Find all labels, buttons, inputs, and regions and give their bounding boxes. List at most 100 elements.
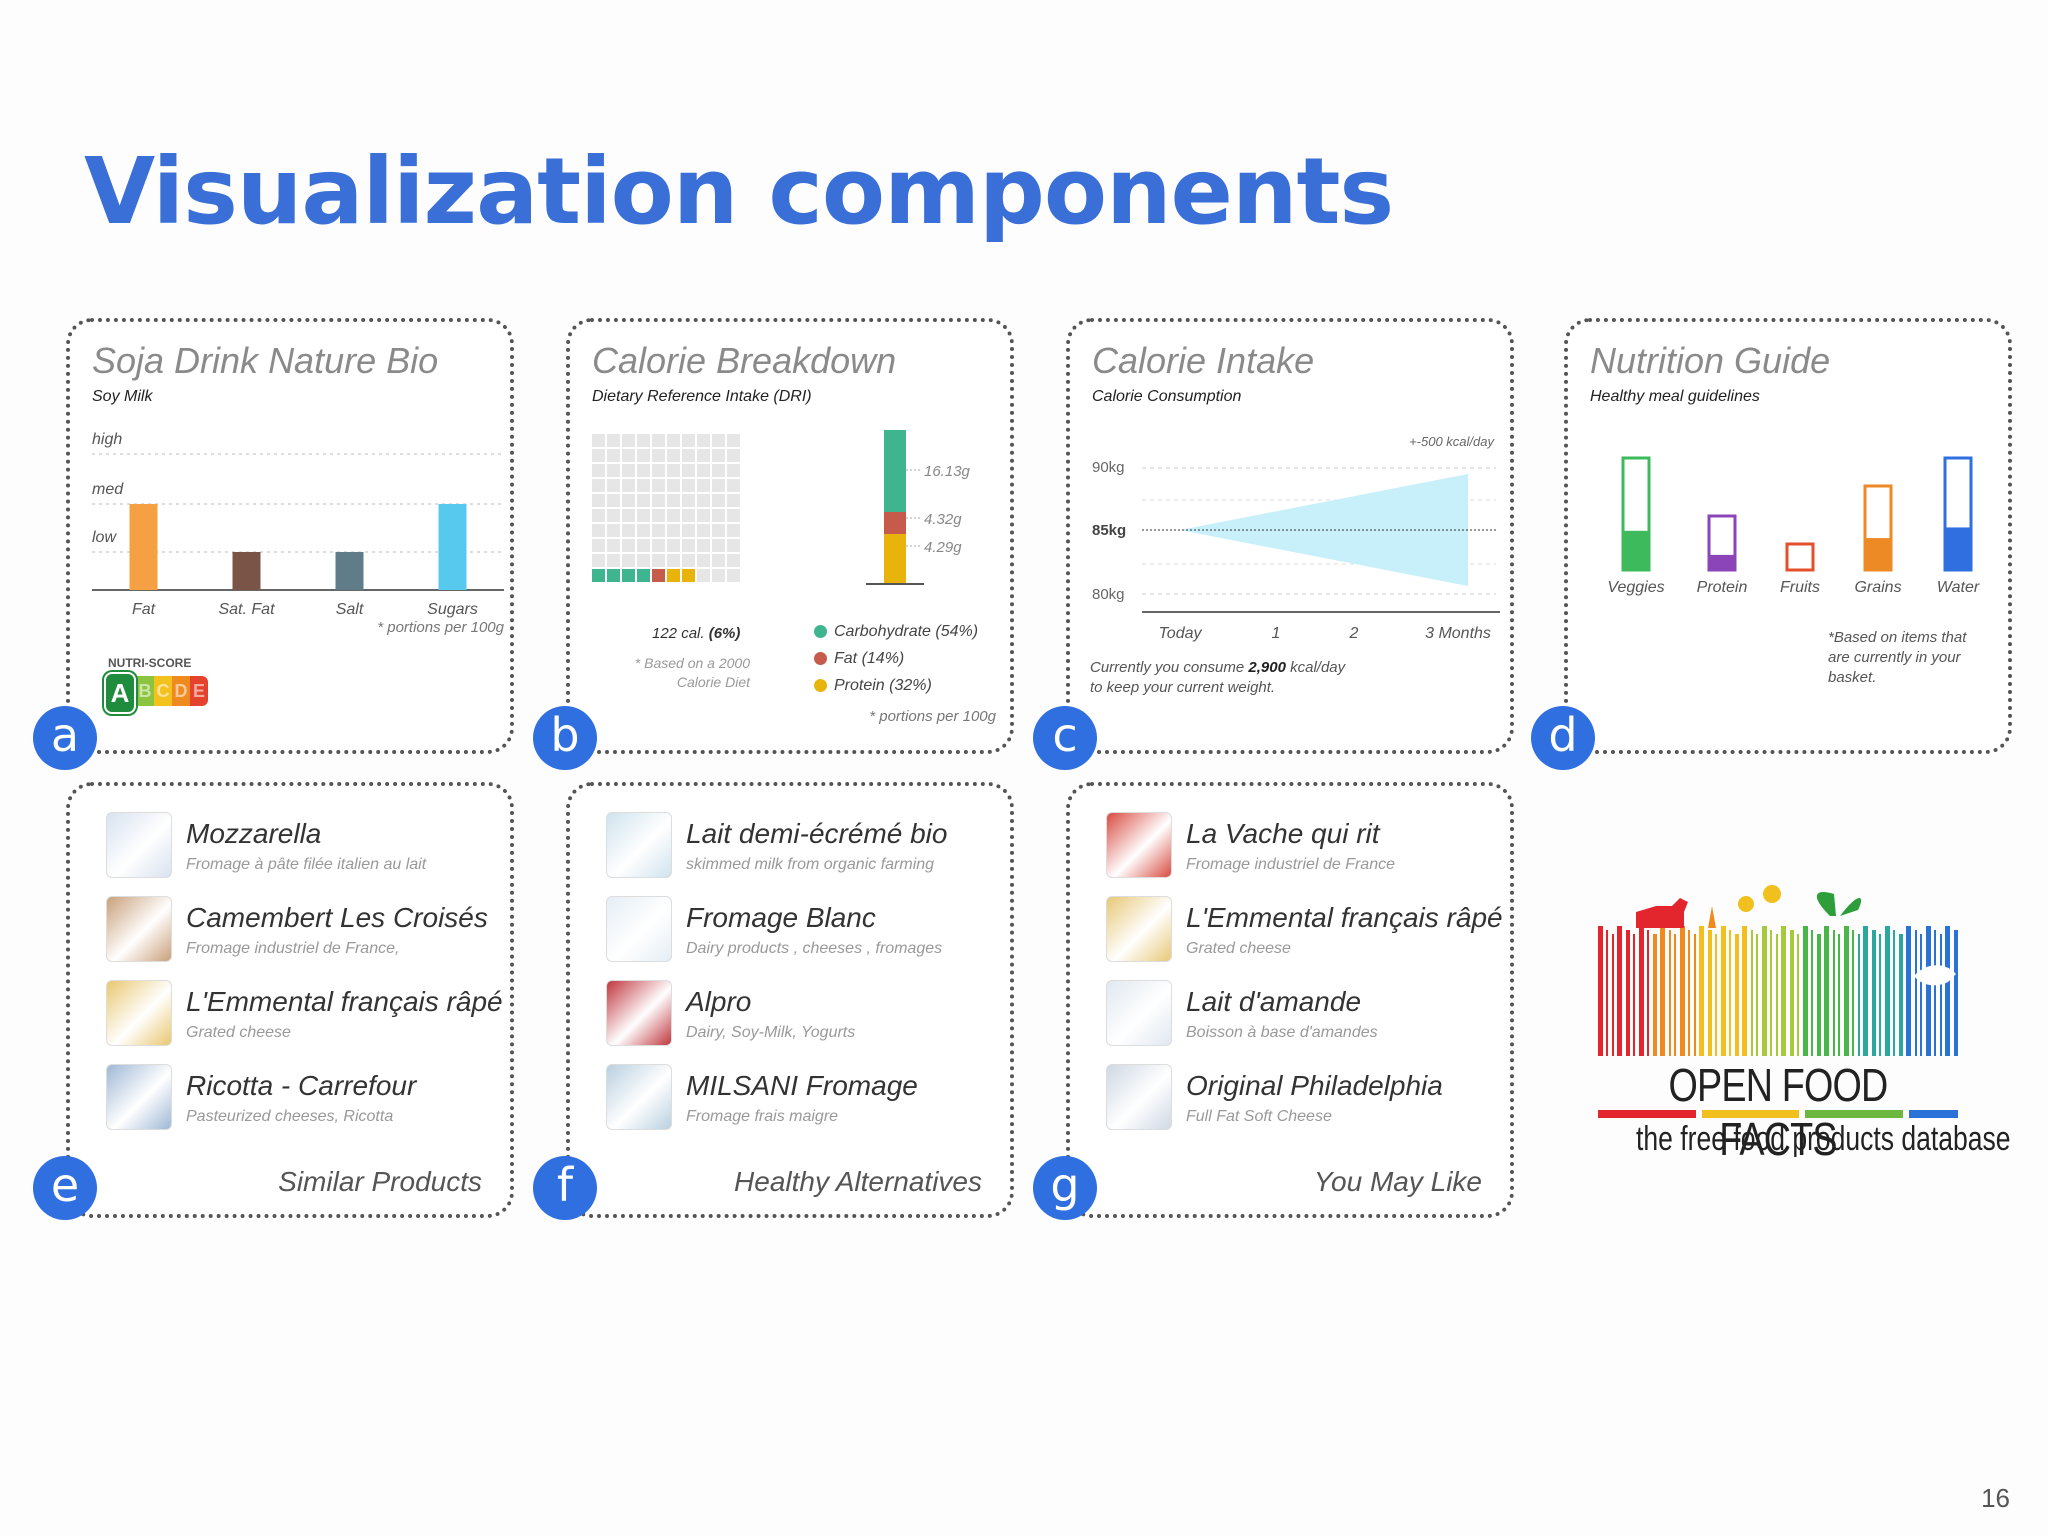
barcode-bar bbox=[1612, 934, 1614, 1056]
product-name: L'Emmental français râpé bbox=[1186, 902, 1503, 933]
barcode-bar bbox=[1708, 930, 1712, 1056]
waffle-cell bbox=[667, 554, 680, 567]
page-number: 16 bbox=[1981, 1483, 2010, 1513]
barcode-bar bbox=[1926, 926, 1931, 1056]
waffle-cell bbox=[697, 464, 710, 477]
waffle-cell bbox=[652, 464, 665, 477]
waffle-cell bbox=[667, 479, 680, 492]
product-category: Full Fat Soft Cheese bbox=[1186, 1108, 1332, 1125]
guide-bar-fruits: Fruits bbox=[1780, 542, 1820, 596]
category-label: Sugars bbox=[427, 601, 478, 618]
waffle-cell bbox=[712, 464, 725, 477]
waffle-cell bbox=[637, 539, 650, 552]
card-footer: Healthy Alternatives bbox=[734, 1166, 982, 1197]
waffle-cell bbox=[607, 494, 620, 507]
product-category: Grated cheese bbox=[1186, 940, 1291, 957]
waffle-cell bbox=[727, 554, 740, 567]
product-category: Fromage frais maigre bbox=[686, 1108, 839, 1125]
waffle-cell bbox=[727, 509, 740, 522]
guide-label: Protein bbox=[1697, 579, 1748, 596]
barcode-bar bbox=[1633, 934, 1635, 1056]
waffle-cell bbox=[652, 554, 665, 567]
waffle-cell bbox=[727, 569, 740, 582]
waffle-cell bbox=[697, 509, 710, 522]
bar-sugars bbox=[438, 504, 467, 590]
waffle-cell bbox=[592, 494, 605, 507]
nutri-grade-a: A bbox=[104, 672, 136, 714]
waffle-cell bbox=[652, 539, 665, 552]
barcode-bar bbox=[1770, 930, 1772, 1056]
waffle-cell bbox=[607, 464, 620, 477]
barcode-bar bbox=[1694, 934, 1696, 1056]
barcode-bar bbox=[1751, 930, 1753, 1056]
stack-label-protein: 4.29g bbox=[924, 539, 962, 556]
product-thumbnail bbox=[106, 896, 172, 962]
waffle-cell bbox=[637, 569, 650, 582]
x-tick-today: Today bbox=[1159, 625, 1203, 642]
waffle-cell bbox=[607, 509, 620, 522]
waffle-cell bbox=[712, 509, 725, 522]
waffle-cell bbox=[682, 464, 695, 477]
consumption-value: 2,900 bbox=[1248, 659, 1286, 676]
product-name: Alpro bbox=[686, 986, 752, 1017]
logo-tagline: the free food products database bbox=[1636, 1120, 2011, 1158]
product-thumbnail bbox=[106, 1064, 172, 1130]
barcode-bar bbox=[1756, 934, 1758, 1056]
waffle-cell bbox=[682, 569, 695, 582]
meal-guideline-chart: Veggies Protein Fruits Grains Water bbox=[1607, 456, 1980, 596]
waffle-cell bbox=[712, 569, 725, 582]
guide-label: Grains bbox=[1854, 579, 1901, 596]
level-label-low: low bbox=[92, 529, 117, 546]
waffle-cell bbox=[697, 449, 710, 462]
nutri-grade-c: C bbox=[154, 676, 172, 706]
card-healthy-alternatives: Healthy Alternatives Lait demi-écrémé bi… bbox=[566, 782, 1014, 1218]
barcode-bar bbox=[1660, 926, 1665, 1056]
barcode-bar bbox=[1699, 926, 1704, 1056]
guide-label: Fruits bbox=[1780, 579, 1820, 596]
card-subtitle: Healthy meal guidelines bbox=[1590, 388, 1760, 405]
waffle-cell bbox=[592, 569, 605, 582]
waffle-cell bbox=[607, 524, 620, 537]
leaf-icon bbox=[1816, 892, 1836, 916]
product-name: Fromage Blanc bbox=[686, 902, 876, 933]
waffle-cell bbox=[652, 434, 665, 447]
waffle-cell bbox=[607, 569, 620, 582]
waffle-cell bbox=[637, 494, 650, 507]
barcode-bar bbox=[1954, 930, 1958, 1056]
waffle-cell bbox=[667, 434, 680, 447]
flower-icon bbox=[1763, 885, 1781, 903]
bar-sat-fat bbox=[232, 552, 261, 590]
waffle-cell bbox=[682, 539, 695, 552]
waffle-cell bbox=[592, 464, 605, 477]
stack-carbohydrate bbox=[884, 430, 906, 512]
weight-projection-chart: +-500 kcal/day 90kg 85kg 80kg Today 1 2 … bbox=[1092, 434, 1500, 642]
product-thumbnail bbox=[1106, 812, 1172, 878]
guide-bar-grains: Grains bbox=[1854, 484, 1902, 596]
x-tick-3-months: 3 Months bbox=[1425, 625, 1491, 642]
card-title: Soja Drink Nature Bio bbox=[92, 340, 439, 381]
waffle-cell bbox=[637, 434, 650, 447]
waffle-cell bbox=[712, 554, 725, 567]
flower-icon bbox=[1738, 896, 1754, 912]
card-calorie-breakdown: Calorie Breakdown Dietary Reference Inta… bbox=[566, 318, 1014, 754]
basket-note: *Based on items that are currently in yo… bbox=[1828, 629, 1967, 686]
waffle-cell bbox=[622, 479, 635, 492]
stack-protein bbox=[884, 534, 906, 584]
product-name: Mozzarella bbox=[186, 818, 322, 849]
barcode-bar bbox=[1721, 926, 1726, 1056]
waffle-cell bbox=[667, 524, 680, 537]
barcode-bar bbox=[1945, 926, 1950, 1056]
category-label: Fat bbox=[132, 601, 156, 618]
guide-bar-water: Water bbox=[1937, 456, 1980, 596]
card-calorie-intake: Calorie Intake Calorie Consumption +-500… bbox=[1066, 318, 1514, 754]
legend-swatch bbox=[814, 652, 827, 665]
waffle-cell bbox=[697, 434, 710, 447]
card-nutrition-guide: Nutrition Guide Healthy meal guidelines … bbox=[1564, 318, 2012, 754]
waffle-cell bbox=[607, 434, 620, 447]
product-category: Dairy products , cheeses , fromages bbox=[686, 940, 943, 957]
waffle-cell bbox=[622, 449, 635, 462]
card-title: Calorie Breakdown bbox=[592, 340, 897, 381]
card-footer: You May Like bbox=[1313, 1166, 1482, 1197]
stack-fat bbox=[884, 512, 906, 534]
waffle-cell bbox=[592, 434, 605, 447]
